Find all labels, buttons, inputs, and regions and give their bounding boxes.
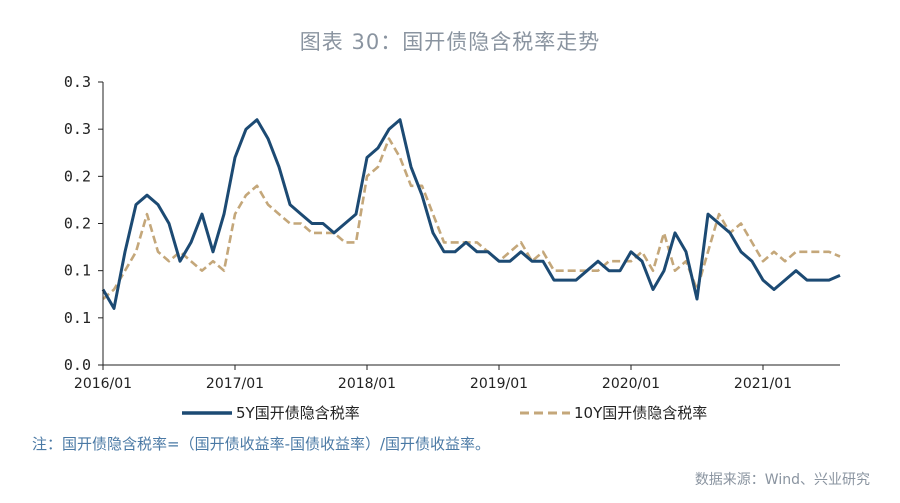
x-tick-label: 2021/01	[734, 376, 792, 392]
chart-note: 注：国开债隐含税率=（国开债收益率-国债收益率）/国开债收益率。	[32, 435, 491, 453]
series-10y-line	[102, 137, 841, 300]
x-tick-label: 2019/01	[470, 376, 528, 392]
x-tick-label: 2018/01	[338, 376, 396, 392]
y-tick-label: 0.2	[64, 167, 91, 185]
y-tick-label: 0.3	[64, 73, 91, 91]
y-tick-label: 0.3	[64, 120, 91, 138]
legend: 5Y国开债隐含税率 10Y国开债隐含税率	[182, 404, 707, 422]
legend-label-5y: 5Y国开债隐含税率	[236, 404, 360, 422]
x-tick-label: 2017/01	[206, 376, 264, 392]
x-tick-label: 2016/01	[74, 376, 132, 392]
legend-label-10y: 10Y国开债隐含税率	[574, 404, 707, 422]
y-tick-label: 0.2	[64, 215, 91, 233]
y-tick-label: 0.1	[64, 262, 91, 280]
axes: 0.0 0.1 0.1 0.2 0.2 0.3 0.3 2016/01 2017/01 2018/…	[64, 73, 840, 392]
series-5y-line	[101, 118, 841, 310]
chart-title: 图表 30：国开债隐含税率走势	[299, 30, 601, 54]
data-source: 数据来源：Wind、兴业研究	[694, 472, 870, 488]
y-tick-label: 0.1	[64, 309, 91, 327]
plot-area	[101, 118, 841, 310]
y-tick-label: 0.0	[64, 356, 91, 374]
x-tick-label: 2020/01	[602, 376, 660, 392]
